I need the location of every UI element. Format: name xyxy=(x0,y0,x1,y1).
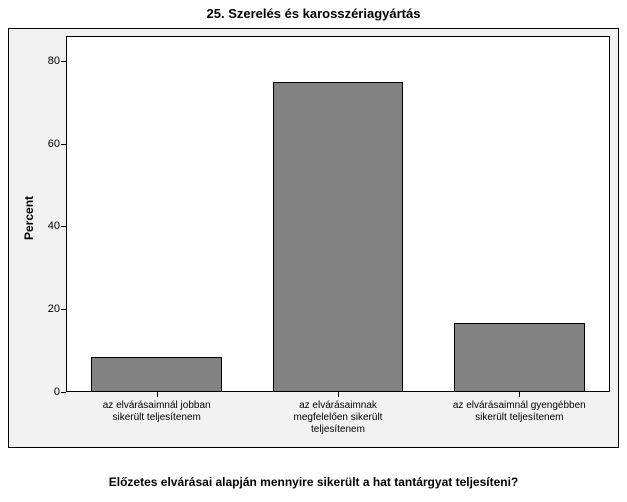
bar xyxy=(273,82,404,392)
y-axis-label: Percent xyxy=(22,196,36,240)
x-tick-mark xyxy=(157,392,158,397)
x-axis-label: Előzetes elvárásai alapján mennyire sike… xyxy=(0,475,627,489)
chart-title: 25. Szerelés és karosszériagyártás xyxy=(0,6,627,21)
x-tick-mark xyxy=(338,392,339,397)
y-tick-mark xyxy=(61,392,66,393)
y-tick-mark xyxy=(61,226,66,227)
y-tick-label: 20 xyxy=(48,303,60,315)
x-tick-mark xyxy=(519,392,520,397)
y-tick-label: 80 xyxy=(48,55,60,67)
bar xyxy=(91,357,222,392)
bar-chart: 25. Szerelés és karosszériagyártás 0 20 40 6… xyxy=(0,0,627,502)
x-tick-label: az elvárásaimnakmegfelelően sikerülttelj… xyxy=(247,400,428,436)
y-tick-mark xyxy=(61,61,66,62)
x-tick-label: az elvárásaimnál jobbansikerült teljesít… xyxy=(66,400,247,424)
y-tick-mark xyxy=(61,144,66,145)
y-tick-mark xyxy=(61,309,66,310)
y-tick-label: 0 xyxy=(54,386,60,398)
x-tick-label: az elvárásaimnál gyengébbensikerült telj… xyxy=(429,400,610,424)
bar xyxy=(454,323,585,392)
y-tick-label: 60 xyxy=(48,138,60,150)
y-tick-label: 40 xyxy=(48,220,60,232)
